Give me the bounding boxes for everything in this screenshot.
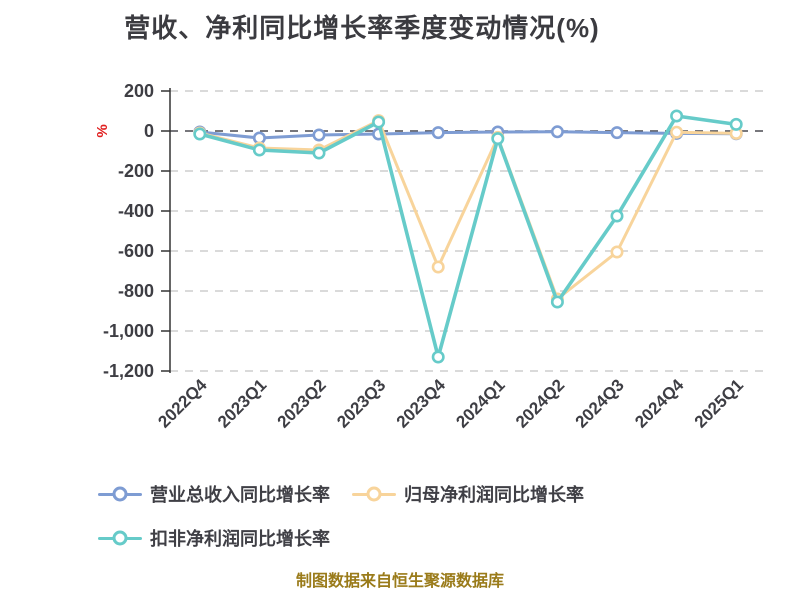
x-tick-label: 2023Q2 (274, 375, 330, 431)
y-tick-label: -400 (118, 201, 154, 221)
data-point-marker[interactable] (491, 132, 505, 146)
data-point-marker[interactable] (670, 109, 684, 123)
data-point-marker[interactable] (431, 350, 445, 364)
data-point-marker[interactable] (431, 260, 445, 274)
x-tick-label: 2025Q1 (691, 375, 747, 431)
x-tick-label: 2023Q4 (393, 375, 450, 432)
data-point-marker[interactable] (550, 295, 564, 309)
x-tick-label: 2022Q4 (154, 375, 211, 432)
y-axis-unit-label: % (94, 124, 111, 137)
data-point-marker[interactable] (312, 128, 326, 142)
data-point-marker[interactable] (610, 245, 624, 259)
legend-line-circle-icon (98, 530, 142, 546)
data-source-note: 制图数据来自恒生聚源数据库 (295, 573, 504, 590)
data-point-marker[interactable] (193, 127, 207, 141)
data-point-marker[interactable] (431, 126, 445, 140)
data-point-marker[interactable] (252, 143, 266, 157)
x-tick-label: 2024Q4 (631, 375, 688, 432)
series-line-0 (198, 130, 738, 140)
legend-line-circle-icon (98, 486, 142, 502)
legend-label: 营业总收入同比增长率 (150, 485, 330, 505)
legend-item-net-profit-yoy[interactable]: 归母净利润同比增长率 (352, 481, 584, 507)
legend-item-total-revenue-yoy[interactable]: 营业总收入同比增长率 (98, 481, 330, 507)
legend-label: 扣非净利润同比增长率 (150, 529, 330, 549)
y-tick-label: 0 (144, 121, 154, 141)
x-tick-label: 2024Q3 (572, 375, 628, 431)
x-tick-label: 2024Q1 (452, 375, 508, 431)
legend-label: 归母净利润同比增长率 (404, 485, 584, 505)
data-point-marker[interactable] (670, 125, 684, 139)
chart-title: 营收、净利同比增长率季度变动情况(%) (124, 13, 600, 43)
y-tick-label: -800 (118, 281, 154, 301)
x-tick-label: 2023Q1 (214, 375, 270, 431)
y-tick-label: -1,000 (103, 321, 154, 341)
legend-line-circle-icon (352, 486, 396, 502)
x-tick-label: 2023Q3 (333, 375, 389, 431)
data-point-marker[interactable] (550, 125, 564, 139)
y-tick-label: -600 (118, 241, 154, 261)
y-tick-label: -1,200 (103, 361, 154, 381)
data-point-marker[interactable] (729, 117, 743, 131)
series-line-2 (198, 114, 739, 359)
y-tick-label: 200 (124, 81, 154, 101)
y-tick-label: -200 (118, 161, 154, 181)
data-point-marker[interactable] (312, 146, 326, 160)
data-point-marker[interactable] (610, 126, 624, 140)
legend-item-deducted-net-profit-yoy[interactable]: 扣非净利润同比增长率 (98, 525, 330, 551)
data-point-marker[interactable] (610, 209, 624, 223)
x-tick-label: 2024Q2 (512, 375, 568, 431)
data-point-marker[interactable] (372, 115, 386, 129)
series-line-1 (198, 119, 738, 301)
